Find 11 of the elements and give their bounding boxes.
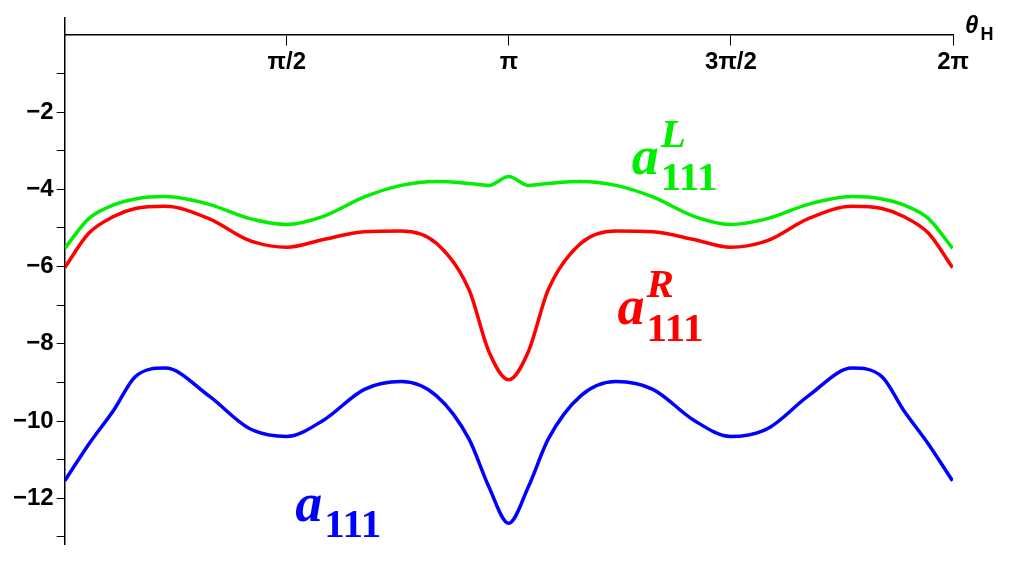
x-tick-label: 2π (937, 46, 969, 74)
line-series (64, 204, 953, 382)
y-tick-label: −2 (26, 96, 54, 124)
y-tick-label: −8 (26, 328, 54, 356)
y-tick-label: −6 (26, 251, 54, 279)
y-tick-label: −4 (26, 173, 55, 201)
x-tick-label: 3π/2 (705, 46, 757, 74)
y-tick-label: −12 (12, 482, 54, 510)
y-tick-label: −10 (12, 405, 54, 433)
x-tick-label: π/2 (267, 46, 306, 74)
x-tick-label: π (499, 46, 519, 74)
